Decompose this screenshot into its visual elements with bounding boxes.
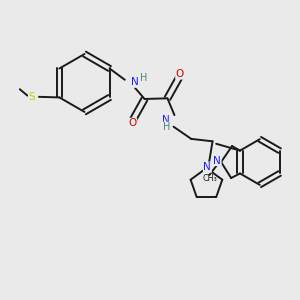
Text: O: O bbox=[128, 118, 136, 128]
Text: N: N bbox=[131, 77, 139, 87]
Text: H: H bbox=[140, 73, 148, 82]
Text: N: N bbox=[203, 162, 211, 172]
Text: CH₃: CH₃ bbox=[202, 174, 217, 183]
Text: N: N bbox=[162, 115, 170, 125]
Text: N: N bbox=[213, 155, 221, 166]
Text: S: S bbox=[29, 92, 35, 102]
Text: H: H bbox=[163, 122, 170, 132]
Text: O: O bbox=[176, 69, 184, 79]
